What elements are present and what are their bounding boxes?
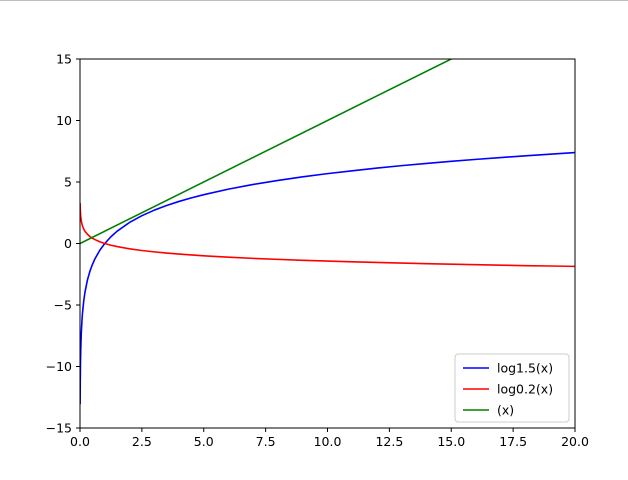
x-tick-label: 12.5 <box>375 434 403 449</box>
y-axis: −15 −10 −5 0 5 10 15 <box>46 52 80 436</box>
legend-label-log1-5-x: log1.5(x) <box>497 361 553 376</box>
legend-label-x: (x) <box>497 403 514 418</box>
x-tick-label: 15.0 <box>437 434 465 449</box>
x-tick-label: 17.5 <box>499 434 527 449</box>
y-tick-label: 0 <box>64 236 72 251</box>
y-tick-label: 5 <box>64 175 72 190</box>
x-tick-label: 20.0 <box>561 434 589 449</box>
series-line-log1-5-x <box>80 151 575 405</box>
series-layer <box>80 59 575 405</box>
y-tick-label: −5 <box>54 298 72 313</box>
y-tick-label: 15 <box>56 52 72 67</box>
window-top-border <box>0 0 628 1</box>
y-tick-label: −15 <box>46 421 72 436</box>
y-tick-label: 10 <box>56 113 72 128</box>
x-tick-label: 10.0 <box>314 434 342 449</box>
x-tick-label: 5.0 <box>194 434 214 449</box>
legend: log1.5(x) log0.2(x) (x) <box>454 353 570 423</box>
legend-label-log0-2-x: log0.2(x) <box>497 382 553 397</box>
x-tick-label: 2.5 <box>132 434 152 449</box>
y-tick-label: −10 <box>46 359 72 374</box>
x-tick-label: 0.0 <box>70 434 90 449</box>
legend-box <box>454 353 570 423</box>
x-axis: 0.0 2.5 5.0 7.5 10.0 12.5 15.0 17.5 20.0 <box>70 428 589 449</box>
series-line-x <box>80 59 454 245</box>
x-tick-label: 7.5 <box>256 434 276 449</box>
series-line-log0-2-x <box>80 203 575 268</box>
